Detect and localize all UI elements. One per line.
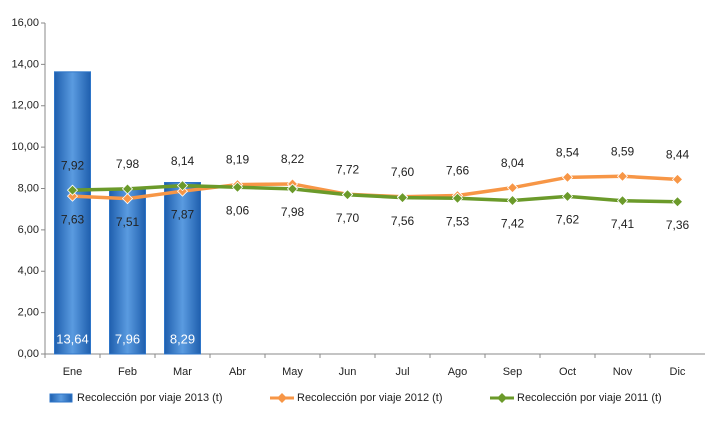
marker [176, 185, 189, 197]
point-value-label: 7,66 [446, 164, 470, 178]
point-value-label: 7,87 [171, 207, 195, 221]
y-tick-label: 6,00 [18, 224, 39, 236]
marker [506, 194, 519, 207]
legend-label: Recolección por viaje 2013 (t) [77, 392, 223, 404]
legend-marker [497, 393, 507, 403]
y-tick-label: 2,00 [18, 307, 39, 319]
marker [66, 184, 79, 196]
line [72, 183, 678, 204]
point-value-label: 7,51 [116, 215, 140, 229]
point-value-label: 7,62 [556, 213, 580, 227]
bar [109, 188, 146, 355]
point-value-label: 8,22 [281, 152, 305, 166]
bar-value-label: 7,96 [115, 331, 140, 346]
marker [121, 193, 134, 205]
x-tick-label: Nov [613, 366, 633, 378]
point-value-label: 7,41 [611, 217, 635, 231]
point-value-label: 7,63 [61, 212, 85, 226]
point-value-label: 8,44 [666, 148, 690, 162]
legend-swatch [49, 393, 73, 403]
y-tick-label: 8,00 [18, 182, 39, 194]
marker [561, 171, 574, 183]
marker [671, 173, 684, 185]
point-value-label: 7,56 [391, 214, 415, 228]
x-tick-label: Abr [229, 366, 246, 378]
marker [671, 196, 684, 208]
y-tick-label: 14,00 [11, 58, 39, 70]
x-tick-label: Jul [395, 366, 409, 378]
x-tick-label: Feb [118, 366, 137, 378]
marker [616, 170, 629, 182]
x-tick-label: Sep [503, 366, 523, 378]
point-value-label: 8,19 [226, 153, 250, 167]
marker [451, 192, 464, 204]
point-value-label: 7,72 [336, 162, 360, 176]
marker [506, 182, 519, 194]
point-value-label: 7,36 [666, 218, 690, 232]
point-value-label: 8,59 [611, 144, 635, 158]
x-tick-label: Ago [448, 366, 468, 378]
bar-value-label: 13,64 [56, 331, 89, 346]
marker [561, 190, 574, 202]
legend-label: Recolección por viaje 2011 (t) [517, 392, 662, 404]
y-tick-label: 4,00 [18, 265, 39, 277]
point-value-label: 8,14 [171, 154, 195, 168]
marker [176, 180, 189, 192]
marker [121, 183, 134, 195]
bar-value-label: 8,29 [170, 331, 195, 346]
y-tick-label: 12,00 [11, 100, 39, 112]
x-tick-label: Ene [63, 366, 83, 378]
y-tick-label: 16,00 [11, 17, 39, 29]
point-value-label: 7,60 [391, 165, 415, 179]
bar [54, 71, 91, 355]
point-value-label: 8,06 [226, 203, 250, 217]
y-tick-label: 10,00 [11, 141, 39, 153]
x-tick-label: Oct [559, 366, 576, 378]
x-tick-label: May [282, 366, 303, 378]
point-value-label: 7,98 [116, 157, 140, 171]
legend-label: Recolección por viaje 2012 (t) [297, 392, 443, 404]
point-value-label: 7,92 [61, 158, 85, 172]
x-tick-label: Dic [670, 366, 686, 378]
marker [231, 181, 244, 193]
marker [396, 192, 409, 204]
bar [164, 182, 201, 355]
point-value-label: 7,98 [281, 205, 305, 219]
x-tick-label: Jun [339, 366, 357, 378]
marker [66, 190, 79, 202]
point-value-label: 8,04 [501, 156, 525, 170]
point-value-label: 7,53 [446, 214, 470, 228]
marker [616, 195, 629, 207]
point-value-label: 8,54 [556, 146, 580, 160]
marker [341, 189, 354, 201]
y-tick-label: 0,00 [18, 348, 39, 360]
point-value-label: 7,70 [336, 211, 360, 225]
legend-marker [277, 393, 287, 403]
point-value-label: 7,42 [501, 217, 525, 231]
x-tick-label: Mar [173, 366, 192, 378]
marker [286, 183, 299, 195]
